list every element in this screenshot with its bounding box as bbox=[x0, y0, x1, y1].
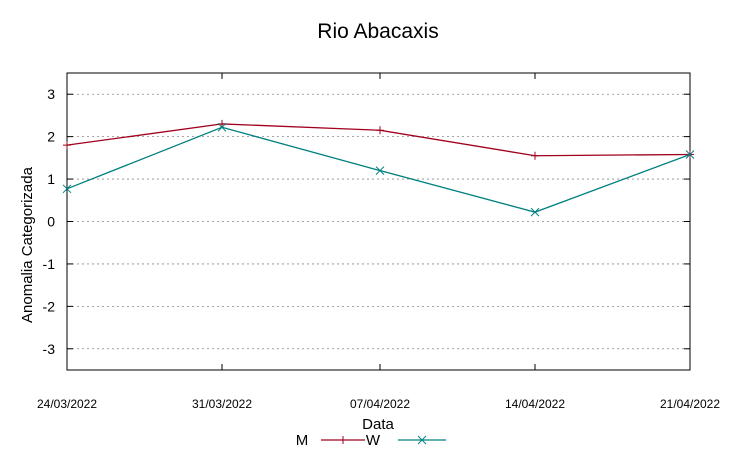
x-tick-label: 21/04/2022 bbox=[660, 397, 720, 411]
y-tick-label: -1 bbox=[43, 256, 56, 272]
data-point bbox=[417, 435, 427, 445]
legend-label: M bbox=[296, 432, 309, 449]
data-point bbox=[62, 184, 72, 194]
x-axis: 24/03/2022 31/03/2022 07/04/2022 14/04/2022… bbox=[37, 73, 720, 411]
data-point bbox=[530, 207, 540, 217]
chart-title: Rio Abacaxis bbox=[317, 20, 438, 43]
x-tick-label: 14/04/2022 bbox=[505, 397, 565, 411]
legend-item-W: W bbox=[366, 432, 446, 449]
y-tick-label: 2 bbox=[47, 129, 55, 145]
data-point bbox=[339, 436, 347, 444]
y-tick-label: 0 bbox=[47, 214, 55, 230]
legend-item-M: M bbox=[296, 432, 365, 449]
data-point bbox=[685, 150, 695, 159]
y-tick-label: -3 bbox=[43, 341, 56, 357]
data-point bbox=[531, 151, 539, 160]
data-point bbox=[63, 141, 71, 150]
data-point bbox=[376, 126, 384, 135]
y-axis: -3 -2 -1 0 1 2 3 bbox=[43, 86, 690, 357]
series-line-M bbox=[66, 123, 691, 157]
data-point bbox=[375, 166, 385, 175]
x-tick-label: 31/03/2022 bbox=[192, 397, 252, 411]
data-point bbox=[217, 122, 227, 132]
y-axis-label: Anomalia Categorizada bbox=[19, 166, 36, 323]
grid-lines bbox=[67, 93, 690, 350]
series-layer bbox=[62, 119, 695, 217]
data-point bbox=[218, 119, 226, 128]
x-axis-label: Data bbox=[362, 416, 394, 433]
x-tick-label: 24/03/2022 bbox=[37, 397, 97, 411]
legend-label: W bbox=[366, 432, 381, 449]
y-tick-label: 3 bbox=[47, 86, 55, 102]
x-tick-label: 07/04/2022 bbox=[350, 397, 410, 411]
y-tick-label: 1 bbox=[47, 171, 55, 187]
y-tick-label: -2 bbox=[43, 298, 56, 314]
